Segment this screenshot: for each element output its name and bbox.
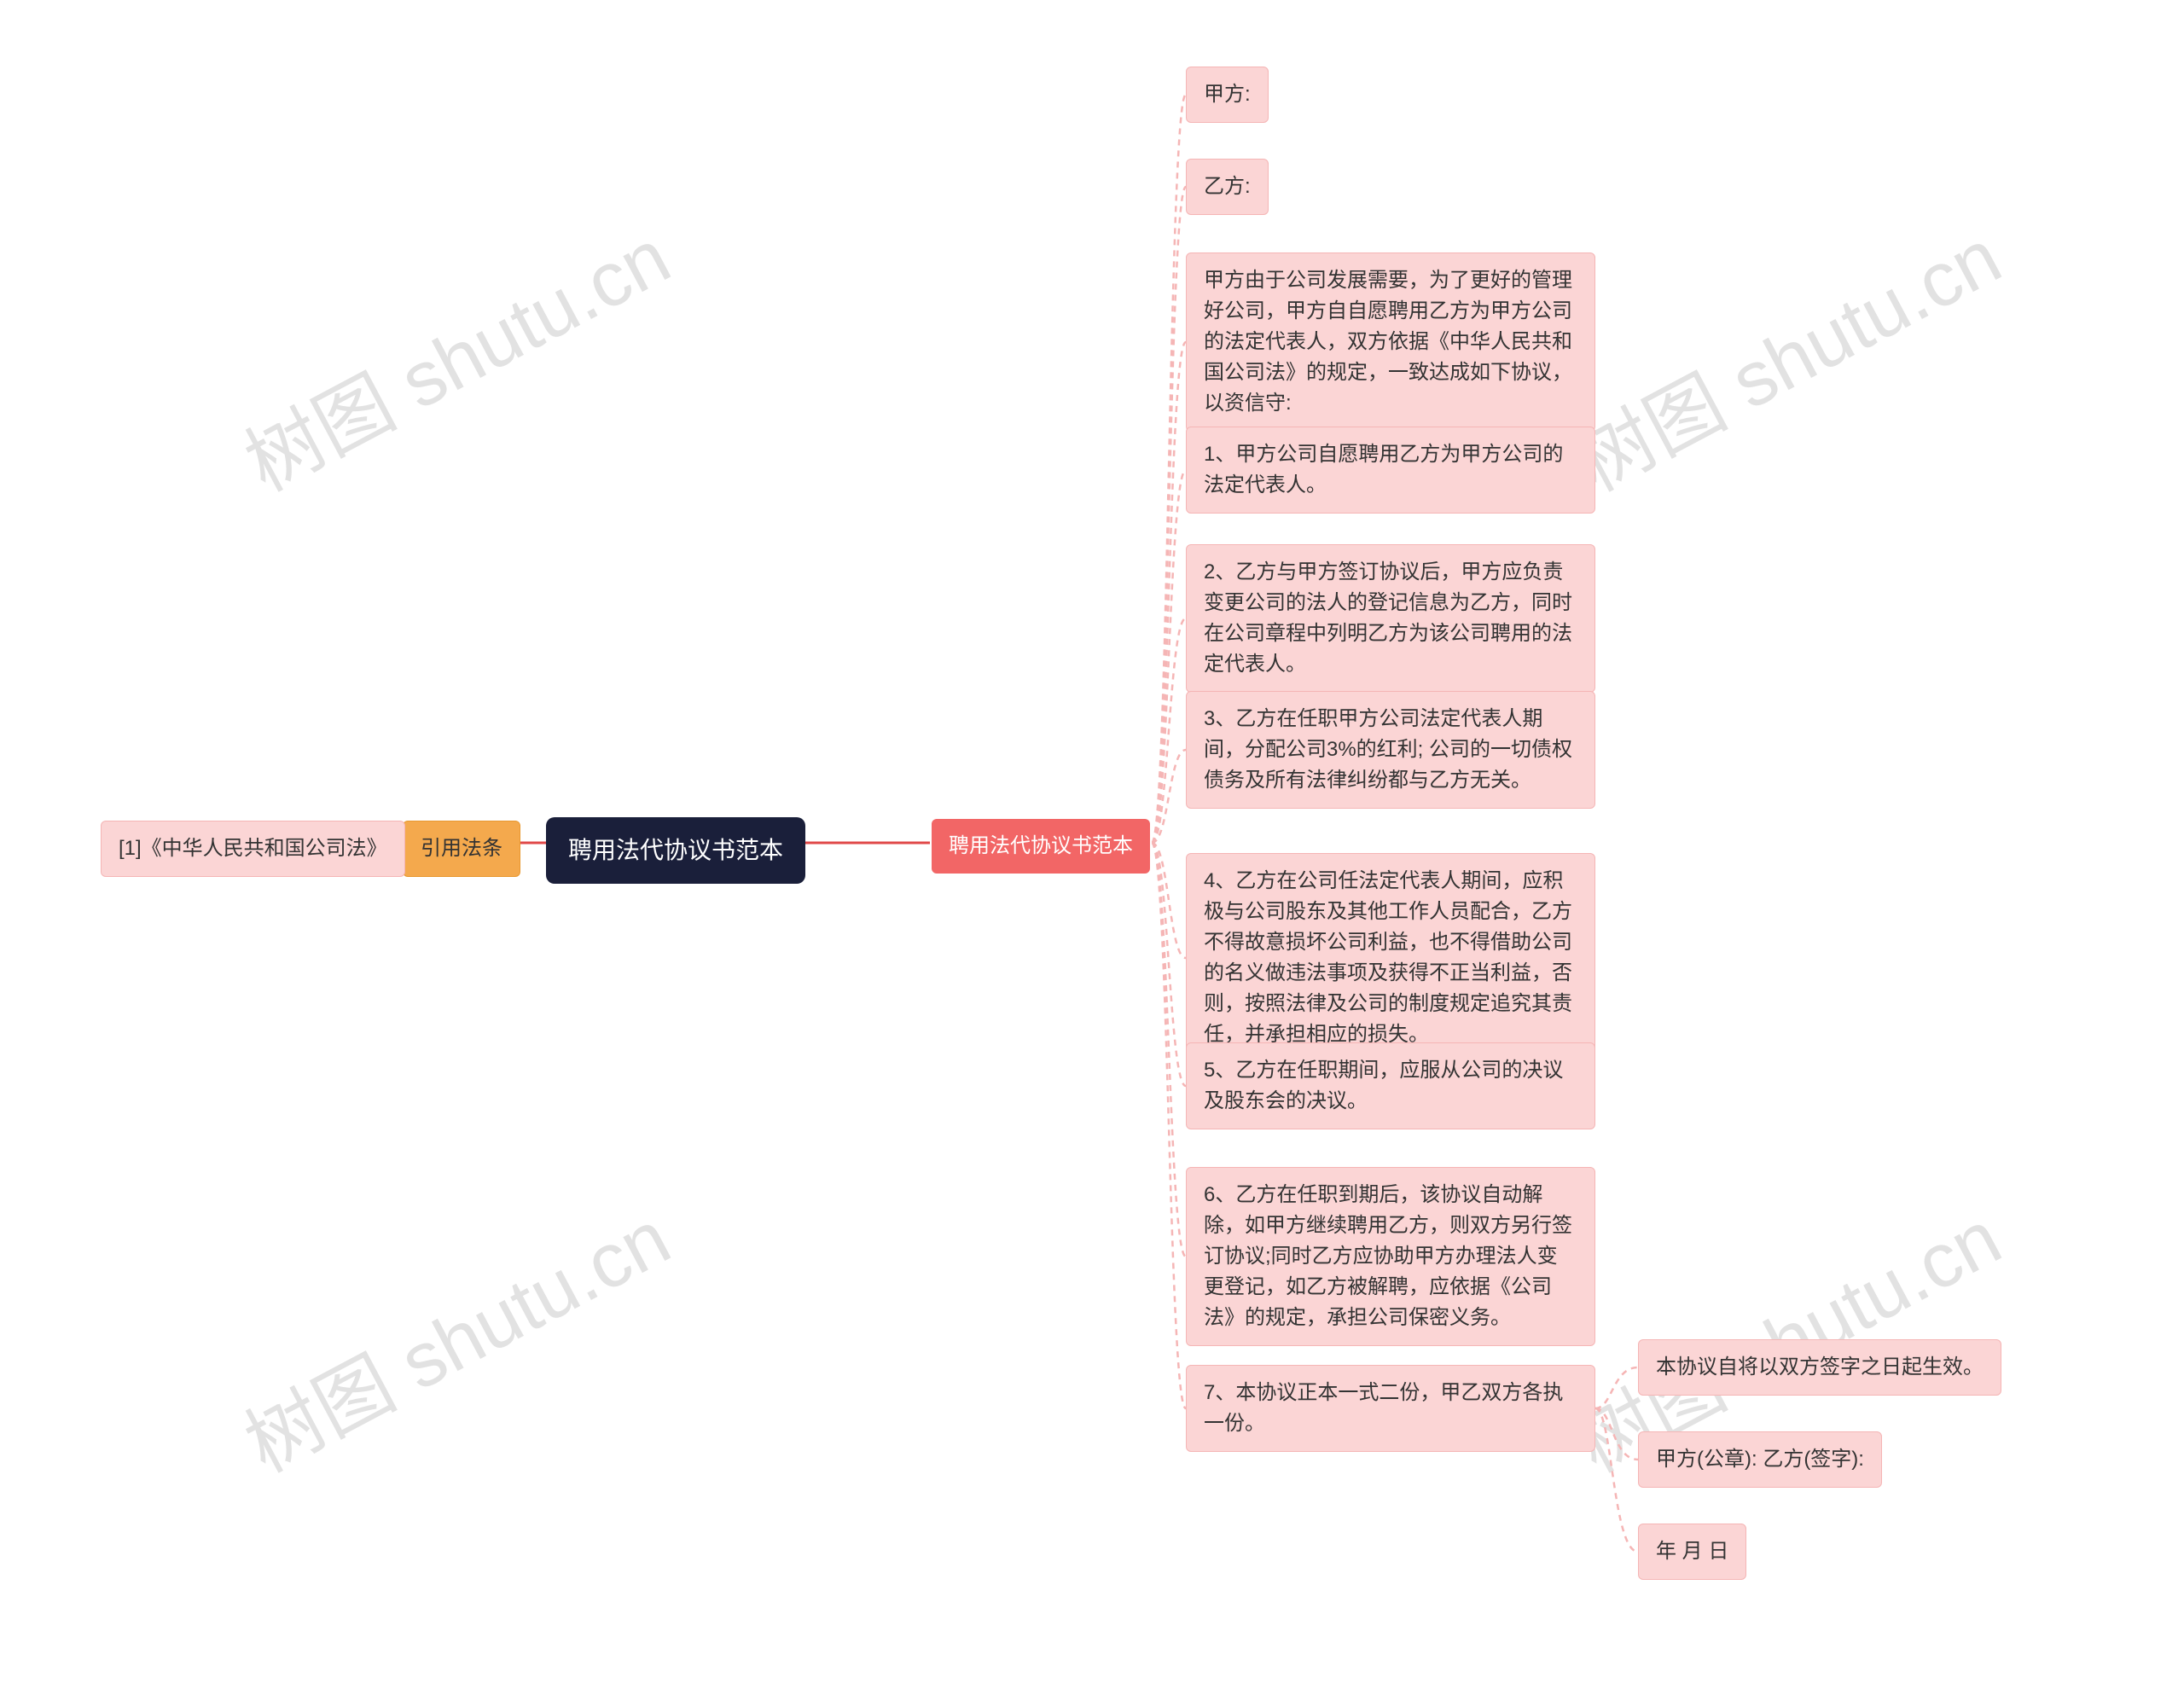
root-node: 聘用法代协议书范本 [546, 817, 805, 884]
left-leaf-node: [1]《中华人民共和国公司法》 [101, 821, 405, 877]
right-item-1: 乙方: [1186, 159, 1269, 215]
right-branch-node: 聘用法代协议书范本 [932, 819, 1150, 874]
right-item-8: 6、乙方在任职到期后，该协议自动解除，如甲方继续聘用乙方，则双方另行签订协议;同… [1186, 1167, 1595, 1346]
sub-item-1: 甲方(公章): 乙方(签字): [1638, 1431, 1882, 1488]
right-item-2: 甲方由于公司发展需要，为了更好的管理好公司，甲方自自愿聘用乙方为甲方公司的法定代… [1186, 253, 1595, 432]
right-item-5: 3、乙方在任职甲方公司法定代表人期间，分配公司3%的红利; 公司的一切债权债务及… [1186, 691, 1595, 809]
watermark: 树图 shutu.cn [223, 1177, 685, 1494]
right-item-3: 1、甲方公司自愿聘用乙方为甲方公司的法定代表人。 [1186, 427, 1595, 514]
right-item-9: 7、本协议正本一式二份，甲乙双方各执一份。 [1186, 1365, 1595, 1452]
watermark: 树图 shutu.cn [1554, 196, 2016, 513]
right-item-4: 2、乙方与甲方签订协议后，甲方应负责变更公司的法人的登记信息为乙方，同时在公司章… [1186, 544, 1595, 693]
right-item-6: 4、乙方在公司任法定代表人期间，应积极与公司股东及其他工作人员配合，乙方不得故意… [1186, 853, 1595, 1063]
right-item-7: 5、乙方在任职期间，应服从公司的决议及股东会的决议。 [1186, 1042, 1595, 1129]
left-branch-node: 引用法条 [403, 821, 520, 877]
watermark: 树图 shutu.cn [223, 196, 685, 513]
right-item-0: 甲方: [1186, 67, 1269, 123]
sub-item-2: 年 月 日 [1638, 1524, 1746, 1580]
sub-item-0: 本协议自将以双方签字之日起生效。 [1638, 1339, 2001, 1396]
